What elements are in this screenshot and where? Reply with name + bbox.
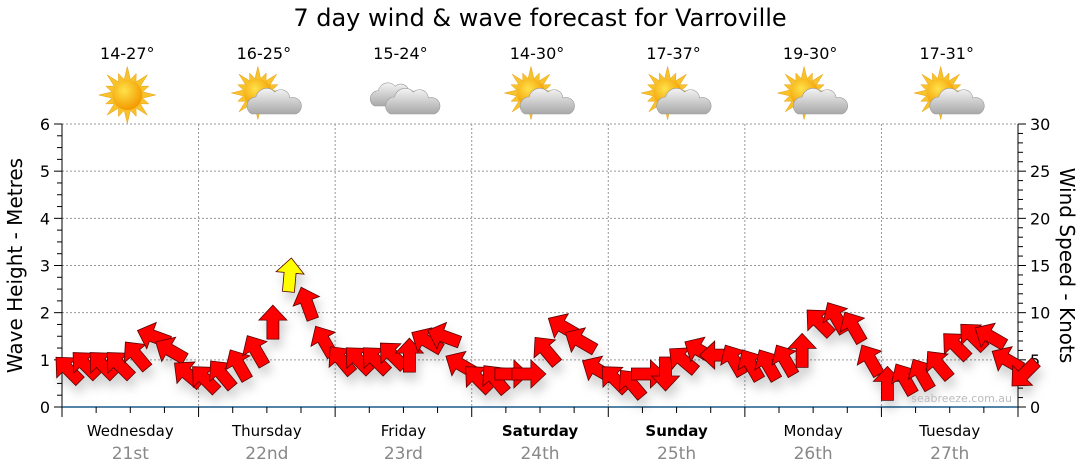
- date-label: 22nd: [245, 444, 288, 464]
- partly-cloudy-icon: [777, 66, 848, 120]
- sun-icon: [98, 66, 156, 124]
- cloud-shape: [656, 88, 712, 115]
- chart-title: 7 day wind & wave forecast for Varrovill…: [293, 4, 787, 32]
- cloud-shape: [929, 88, 985, 115]
- date-label: 25th: [657, 444, 696, 464]
- wind-arrow: [427, 321, 463, 350]
- y2-tick-label: 15: [1030, 257, 1050, 276]
- date-label: 21st: [112, 444, 149, 464]
- cloud-shape: [519, 88, 575, 115]
- y-tick-label: 0: [40, 398, 50, 417]
- y-axis-title: Wave Height - Metres: [3, 158, 27, 373]
- partly-cloudy-icon: [914, 66, 985, 120]
- wind-arrow: [787, 332, 818, 368]
- day-label: Friday: [381, 422, 427, 440]
- wind-arrow: [242, 335, 271, 369]
- y2-tick-label: 10: [1030, 304, 1050, 323]
- y2-tick-label: 20: [1030, 209, 1050, 228]
- watermark: seabreeze.com.au: [911, 392, 1012, 405]
- wind-arrow: [511, 359, 547, 389]
- sun-disc: [112, 80, 143, 110]
- y-tick-label: 2: [40, 304, 50, 323]
- wind-arrow: [926, 351, 955, 383]
- date-label: 23rd: [384, 444, 423, 464]
- day-temperature: 15-24°: [373, 44, 428, 63]
- day-label: Monday: [784, 422, 843, 440]
- y2-axis-title: Wind Speed - Knots: [1055, 168, 1079, 364]
- day-label: Sunday: [645, 422, 708, 440]
- wind-arrow: [856, 344, 885, 379]
- cloud-shape: [792, 88, 848, 115]
- day-temperature: 17-31°: [919, 44, 974, 63]
- partly-cloudy-icon: [640, 66, 712, 120]
- wind-arrow: [839, 311, 868, 346]
- wind-arrow: [224, 349, 253, 383]
- y2-tick-label: 0: [1030, 398, 1040, 417]
- wind-arrow: [650, 356, 681, 392]
- day-label: Wednesday: [87, 422, 174, 440]
- date-label: 26th: [794, 444, 833, 464]
- y-tick-label: 4: [40, 209, 50, 228]
- partly-cloudy-icon: [504, 66, 575, 120]
- day-temperature: 17-37°: [646, 44, 701, 63]
- partly-cloudy-icon: [231, 66, 302, 120]
- day-temperature: 14-27°: [100, 44, 155, 63]
- day-label: Saturday: [502, 422, 579, 440]
- day-temperature: 19-30°: [783, 44, 838, 63]
- day-temperature: 16-25°: [237, 44, 292, 63]
- date-label: 27th: [930, 444, 969, 464]
- y2-tick-label: 30: [1030, 115, 1050, 134]
- wind-arrow: [974, 322, 1009, 351]
- wind-arrow: [564, 327, 599, 356]
- wind-arrow: [257, 304, 288, 340]
- y2-tick-label: 5: [1030, 351, 1040, 370]
- y-tick-label: 6: [40, 115, 50, 134]
- wind-arrow: [155, 336, 189, 365]
- y2-tick-label: 25: [1030, 162, 1050, 181]
- wind-arrow: [275, 257, 305, 293]
- cloudy-icon: [369, 82, 441, 115]
- y-tick-label: 5: [40, 162, 50, 181]
- wind-arrow: [533, 336, 563, 368]
- wind-arrow: [771, 344, 800, 379]
- cloud-shape: [385, 88, 441, 115]
- y-tick-label: 3: [40, 257, 50, 276]
- wind-arrow: [292, 286, 321, 322]
- day-label: Thursday: [231, 422, 302, 440]
- y-tick-label: 1: [40, 351, 50, 370]
- date-label: 24th: [520, 444, 559, 464]
- day-label: Tuesday: [918, 422, 980, 440]
- day-temperature: 14-30°: [510, 44, 565, 63]
- cloud-shape: [246, 88, 302, 115]
- wind-arrow: [1011, 357, 1041, 387]
